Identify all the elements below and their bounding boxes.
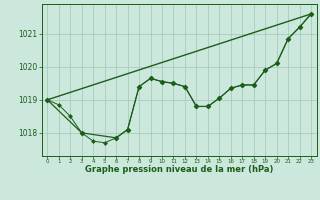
X-axis label: Graphe pression niveau de la mer (hPa): Graphe pression niveau de la mer (hPa): [85, 165, 273, 174]
